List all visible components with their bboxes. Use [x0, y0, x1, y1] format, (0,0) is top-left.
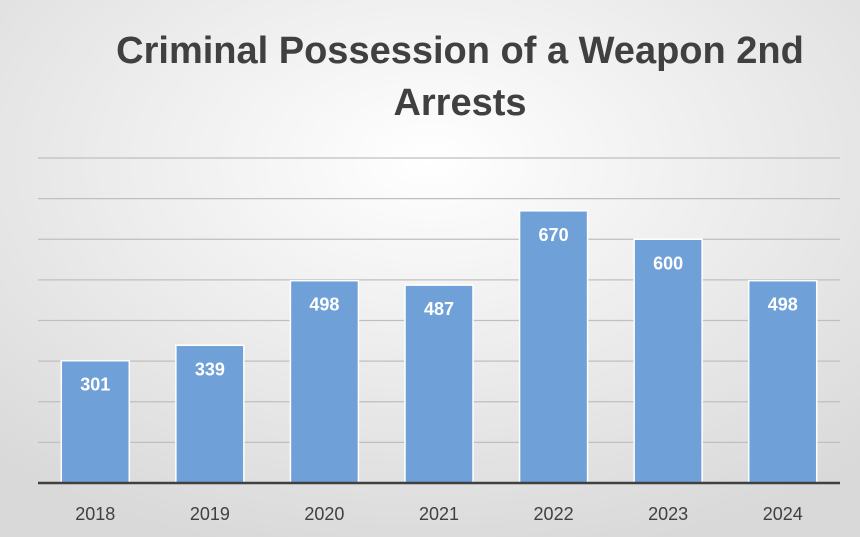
chart-title-line-1: Criminal Possession of a Weapon 2nd — [116, 30, 804, 72]
x-axis-tick-labels: 2018 2019 2020 2021 2022 2023 2024 — [75, 504, 802, 524]
x-tick-label-2018: 2018 — [75, 504, 115, 524]
data-labels: 301 339 498 487 670 600 498 — [80, 225, 797, 395]
bar-2023 — [633, 238, 703, 484]
bar-2020 — [289, 279, 360, 484]
bars — [60, 210, 818, 484]
bar-2019 — [175, 344, 245, 484]
data-label-2023: 600 — [653, 253, 683, 273]
bar-2022 — [518, 210, 589, 484]
x-tick-label-2020: 2020 — [304, 504, 344, 524]
bar-2021 — [404, 284, 474, 484]
x-tick-label-2021: 2021 — [419, 504, 459, 524]
x-tick-label-2022: 2022 — [534, 504, 574, 524]
data-label-2021: 487 — [424, 299, 454, 319]
data-label-2020: 498 — [309, 295, 339, 315]
data-label-2019: 339 — [195, 359, 225, 379]
x-tick-label-2019: 2019 — [190, 504, 230, 524]
chart-title-line-2: Arrests — [393, 82, 527, 124]
data-label-2024: 498 — [768, 295, 798, 315]
bar-2024 — [747, 279, 818, 484]
data-label-2022: 670 — [539, 225, 569, 245]
bar-2018 — [60, 359, 131, 484]
x-tick-label-2024: 2024 — [763, 504, 803, 524]
data-label-2018: 301 — [80, 375, 110, 395]
x-tick-label-2023: 2023 — [648, 504, 688, 524]
